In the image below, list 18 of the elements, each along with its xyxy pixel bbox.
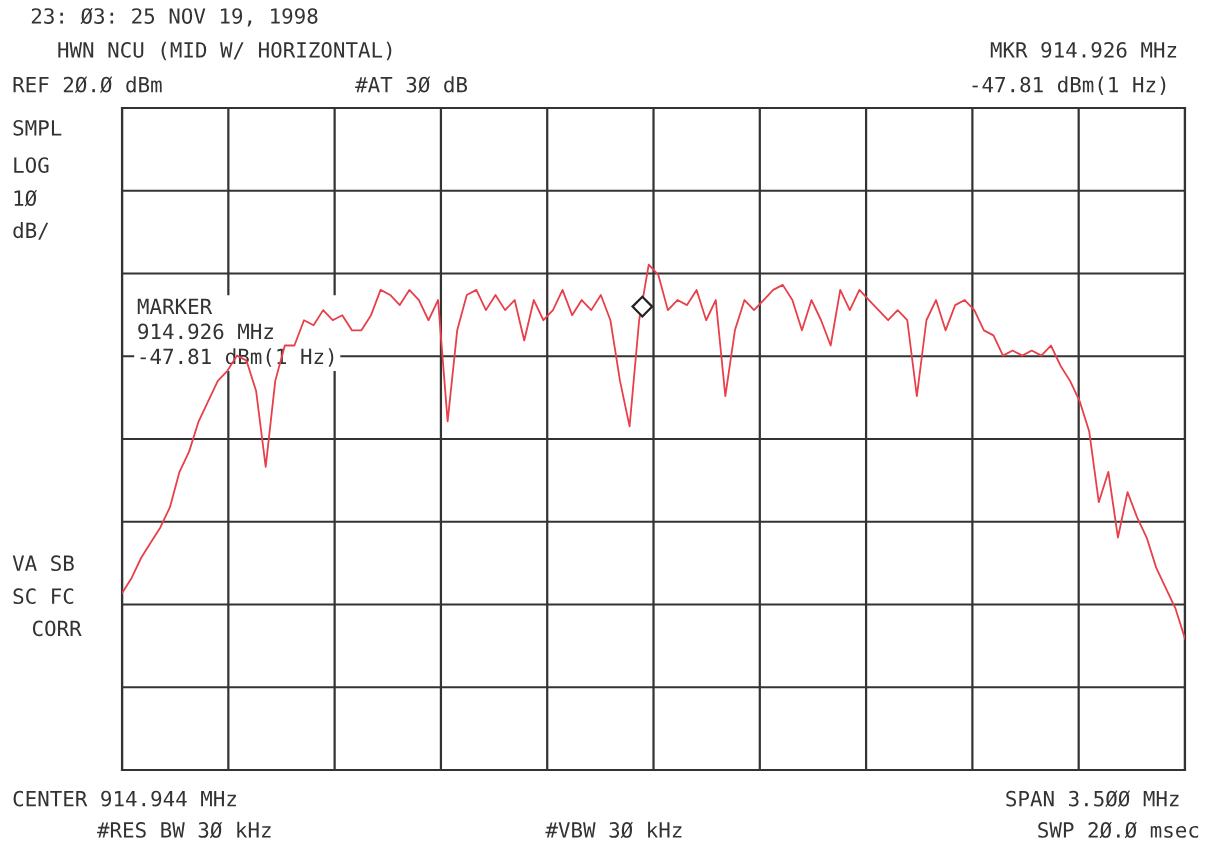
text: MKR 914.926 MHz bbox=[990, 42, 1177, 58]
text: #AT 3Ø dB bbox=[355, 76, 468, 93]
text: VA SB bbox=[12, 555, 74, 572]
text: SMPL bbox=[13, 119, 62, 136]
text: CENTER 914.944 MHz bbox=[13, 790, 236, 807]
chart-subtitle: HWN NCU (MID W/ HORIZONTAL) bbox=[58, 41, 392, 61]
text: LOG bbox=[14, 157, 49, 173]
text: CORR bbox=[32, 620, 82, 637]
text: SPAN 3.5ØØ MHz bbox=[1006, 790, 1179, 807]
chart-title: 23: Ø3: 25 NOV 19, 1998 bbox=[31, 7, 318, 27]
text: 1Ø bbox=[14, 189, 37, 207]
text: SWP 2Ø.Ø msec bbox=[1038, 821, 1199, 839]
text: -47.81 dBm(1 Hz) bbox=[972, 76, 1166, 95]
text: #VBW 3Ø kHz bbox=[545, 821, 682, 839]
text: SC FC bbox=[13, 588, 74, 605]
text: dB/ bbox=[13, 222, 49, 240]
text: #RES BW 3Ø kHz bbox=[96, 821, 271, 839]
text: REF 2Ø.Ø dBm bbox=[13, 76, 162, 93]
